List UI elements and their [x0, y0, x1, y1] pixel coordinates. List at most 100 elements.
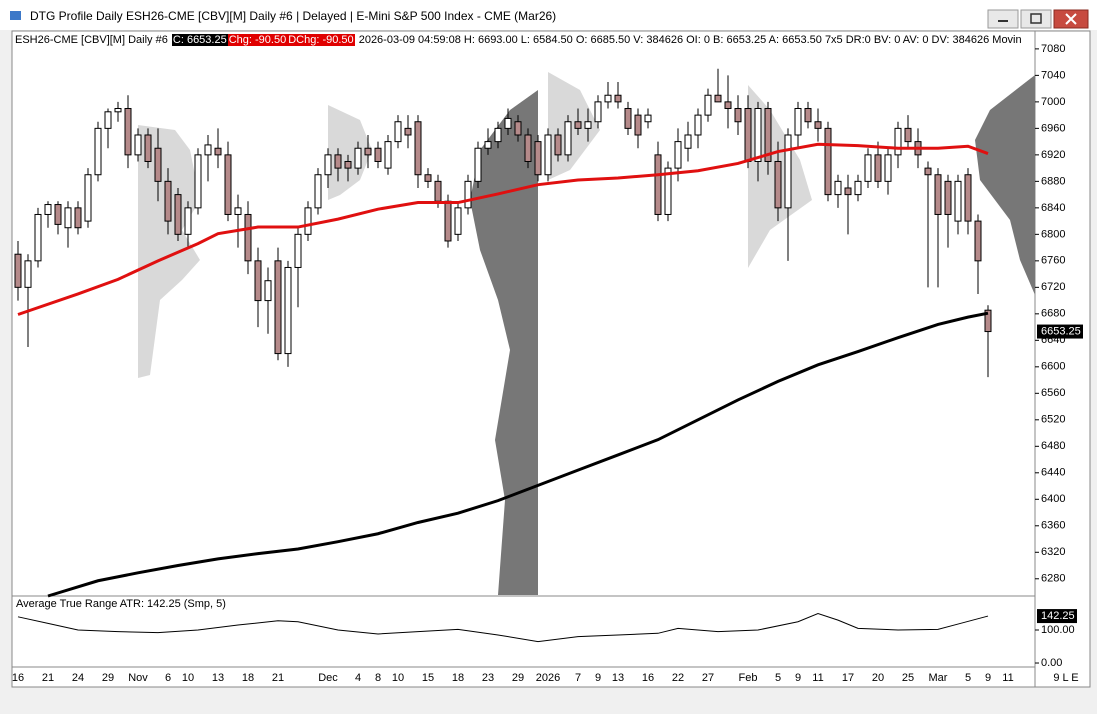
y-tick-label: 7000	[1041, 96, 1065, 108]
candle-body	[494, 127, 502, 143]
candle-body	[294, 233, 302, 268]
candle-body	[584, 121, 592, 129]
candle-body	[924, 167, 932, 176]
x-tick-label: 8	[375, 672, 381, 684]
maximize-button[interactable]	[1020, 9, 1052, 29]
x-tick-label: Nov	[128, 672, 148, 684]
x-tick-label: 21	[272, 672, 284, 684]
candle-body	[814, 121, 822, 129]
y-tick-label: 7040	[1041, 69, 1065, 81]
candle-body	[894, 127, 902, 156]
candle-body	[834, 180, 842, 196]
last-price: 6653.25	[1041, 325, 1081, 337]
y-tick-label: 6440	[1041, 467, 1065, 479]
x-tick-label: 9	[795, 672, 801, 684]
y-tick-label: 6960	[1041, 122, 1065, 134]
chart: 6280632063606400644064806520656066006640…	[12, 43, 1083, 684]
minimize-button[interactable]	[987, 9, 1019, 29]
candle-body	[694, 114, 702, 136]
symbol: ESH26-CME [CBV][M] Daily #6	[15, 34, 168, 46]
last-price-box	[1037, 324, 1083, 339]
x-tick-label: 13	[612, 672, 624, 684]
app-icon	[10, 11, 21, 20]
candle-body	[654, 154, 662, 215]
candle-body	[784, 134, 792, 209]
candle-body	[594, 101, 602, 123]
last-atr: 142.25	[1041, 610, 1075, 622]
candle-body	[944, 180, 952, 215]
y-tick-label: 100.00	[1041, 624, 1075, 636]
candle-body	[234, 207, 242, 215]
x-tick-label: 24	[72, 672, 84, 684]
y-tick-label: 6600	[1041, 361, 1065, 373]
candle-body	[804, 107, 812, 123]
candle-body	[904, 127, 912, 143]
candle-body	[414, 121, 422, 176]
candle-body	[934, 174, 942, 215]
close: C: 6653.25	[171, 34, 228, 46]
x-tick-label: 6	[165, 672, 171, 684]
y-tick-label: 6880	[1041, 175, 1065, 187]
candle-body	[194, 154, 202, 209]
candle-body	[104, 111, 112, 129]
day-change: DChg: -90.50	[287, 34, 355, 46]
candle-body	[334, 154, 342, 169]
candle-body	[254, 260, 262, 302]
candle-body	[454, 207, 462, 235]
x-tick-label: 2026	[536, 672, 560, 684]
y-tick-label: 6400	[1041, 493, 1065, 505]
candle-body	[854, 180, 862, 196]
x-tick-label: 16	[642, 672, 654, 684]
atr-line	[17, 612, 989, 643]
candle-body	[764, 107, 772, 162]
volume-profile	[470, 90, 538, 595]
candle-body	[434, 180, 442, 202]
y-tick-label: 6520	[1041, 414, 1065, 426]
last-atr-box	[1037, 609, 1077, 624]
y-tick-label: 6680	[1041, 308, 1065, 320]
volume-profile	[328, 105, 372, 200]
x-tick-label: 10	[392, 672, 404, 684]
candle-body	[94, 127, 102, 176]
time-axis	[11, 666, 1036, 688]
x-tick-label: 25	[902, 672, 914, 684]
candle-body	[954, 180, 962, 222]
y-tick-label: 6760	[1041, 255, 1065, 267]
x-tick-label: 10	[182, 672, 194, 684]
y-tick-label: 0.00	[1041, 657, 1062, 669]
candle-body	[204, 144, 212, 156]
change: Chg: -90.50	[227, 34, 288, 46]
info-line: ESH26-CME [CBV][M] Daily #6 C: 6653.25 Ch…	[14, 33, 1023, 47]
y-tick-label: 6360	[1041, 520, 1065, 532]
candle-body	[974, 220, 982, 262]
candle-body	[554, 134, 562, 156]
candle-body	[34, 213, 42, 262]
x-tick-label: 18	[452, 672, 464, 684]
candle-body	[744, 107, 752, 162]
candle-body	[184, 207, 192, 235]
candle-body	[374, 147, 382, 162]
candle-body	[174, 194, 182, 235]
y-tick-label: 6280	[1041, 573, 1065, 585]
candle-body	[124, 107, 132, 156]
candle-body	[724, 101, 732, 109]
candle-body	[344, 160, 352, 169]
x-tick-label: Feb	[739, 672, 758, 684]
candle-body	[604, 94, 612, 103]
candle-body	[964, 174, 972, 222]
candle-body	[224, 154, 232, 215]
candle-body	[164, 180, 172, 222]
moving-average	[47, 311, 989, 598]
x-tick-label: 16	[12, 672, 24, 684]
y-tick-label: 7080	[1041, 43, 1065, 55]
x-tick-label: Dec	[318, 672, 338, 684]
x-tick-label: 27	[702, 672, 714, 684]
x-tick-label: 7	[575, 672, 581, 684]
y-tick-label: 6720	[1041, 281, 1065, 293]
x-tick-label: 15	[422, 672, 434, 684]
candle-body	[134, 134, 142, 156]
x-tick-label: 5	[965, 672, 971, 684]
candle-body	[624, 107, 632, 129]
